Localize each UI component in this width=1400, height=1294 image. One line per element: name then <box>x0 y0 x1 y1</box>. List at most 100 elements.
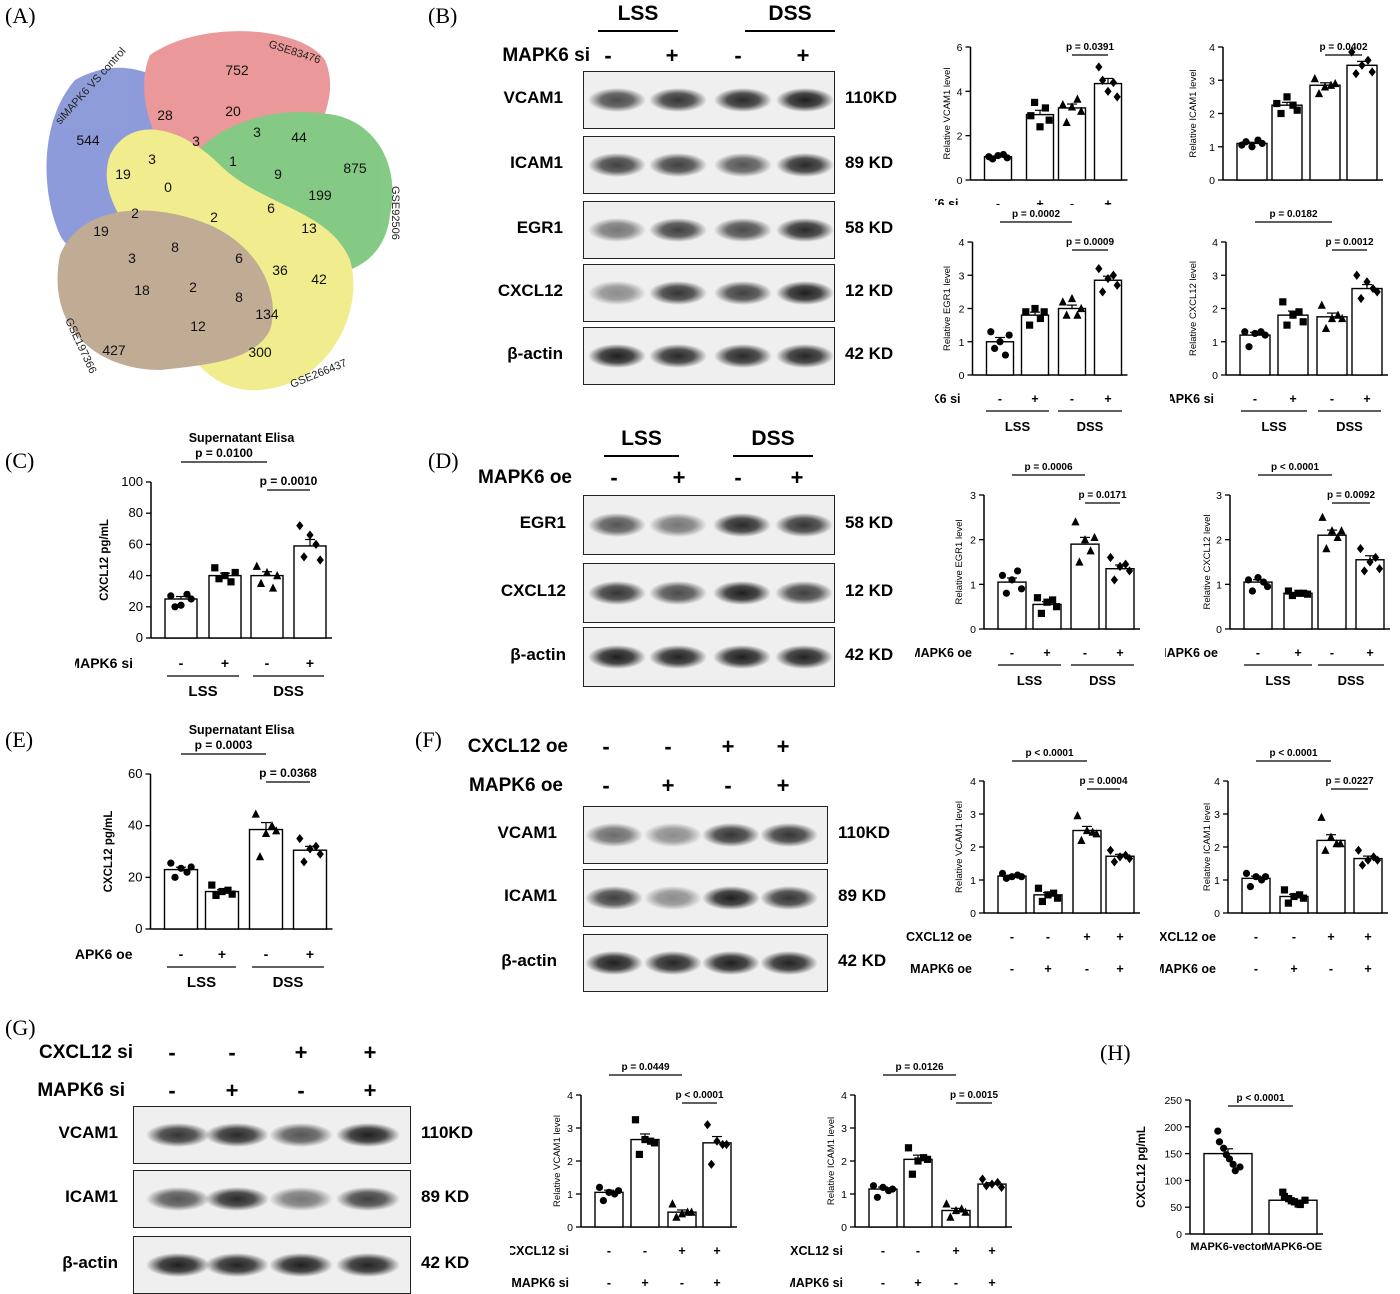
band-label: ICAM1 <box>65 1187 118 1206</box>
bar <box>250 574 284 639</box>
data-point <box>614 1187 623 1195</box>
condition-sign: - <box>881 1276 885 1290</box>
bar <box>594 1191 624 1228</box>
condition-sign: - <box>916 1244 920 1258</box>
chart-title: Supernatant Elisa <box>189 723 296 737</box>
blot-band-strip <box>583 563 835 623</box>
data-point <box>306 530 314 540</box>
venn-count: 8 <box>235 289 243 305</box>
chart-c-elisa: Supernatant Elisa 0 20 40 60 80 100 CXCL12 pg/m… <box>75 431 332 700</box>
data-point <box>1368 67 1376 77</box>
data-point <box>1248 143 1256 151</box>
data-point <box>267 821 277 830</box>
condition-sign: + <box>1031 392 1038 406</box>
data-point <box>296 833 304 844</box>
condition-sign: + <box>225 1078 239 1103</box>
data-point <box>1244 576 1253 584</box>
p-value-label: p = 0.0003 <box>195 738 253 752</box>
panel-label-f: (F) <box>415 727 442 752</box>
panel-label-g: (G) <box>5 1015 36 1040</box>
p-value-label: p = 0.0449 <box>621 1062 670 1073</box>
y-tick-label: 4 <box>1209 42 1215 54</box>
condition-label: MAPK6 si <box>511 1276 569 1290</box>
condition-sign: + <box>1290 962 1297 976</box>
condition-sign: + <box>1083 930 1090 944</box>
condition-label: MAPK6 oe <box>478 467 572 488</box>
data-point <box>1242 869 1251 877</box>
data-point <box>211 564 219 572</box>
y-axis-label: Relative VCAM1 level <box>552 1115 563 1207</box>
condition-sign: - <box>680 1276 684 1290</box>
molecular-weight-label: 42 KD <box>421 1253 470 1272</box>
y-tick-label: 0 <box>959 370 965 382</box>
group-label: DSS <box>1336 419 1363 434</box>
data-point <box>988 1179 996 1189</box>
p-value-label: p = 0.0368 <box>259 766 317 780</box>
data-point <box>687 1207 696 1216</box>
data-point <box>1034 884 1043 892</box>
panel-label-e: (E) <box>5 727 34 752</box>
data-point <box>296 521 304 531</box>
condition-sign: + <box>776 734 790 759</box>
data-point <box>1295 308 1303 316</box>
data-point <box>1229 1160 1237 1168</box>
condition-sign: + <box>721 734 735 759</box>
y-tick-label: 0 <box>970 908 976 920</box>
condition-sign: + <box>672 465 686 490</box>
condition-sign: - <box>1292 930 1296 944</box>
data-point <box>1113 280 1121 290</box>
venn-count: 3 <box>148 151 156 167</box>
data-point <box>1288 591 1296 600</box>
data-point <box>177 864 185 872</box>
data-point <box>942 1199 951 1208</box>
y-tick-label: 2 <box>1212 304 1218 316</box>
bar <box>903 1158 933 1228</box>
panel-label-b: (B) <box>428 3 458 28</box>
data-point <box>1214 1127 1222 1135</box>
data-point <box>1327 526 1337 535</box>
condition-sign: - <box>1046 930 1050 944</box>
p-value-label: p = 0.0012 <box>1325 237 1374 248</box>
condition-sign: - <box>643 1244 647 1258</box>
condition-sign: - <box>228 1040 236 1065</box>
condition-label: CXCL12 si <box>790 1244 843 1258</box>
y-tick-label: 0 <box>1176 1229 1182 1241</box>
group-label: LSS <box>1261 419 1287 434</box>
data-point <box>167 859 175 867</box>
venn-count: 6 <box>235 250 243 266</box>
data-point <box>713 1136 721 1146</box>
data-point <box>1036 123 1044 131</box>
y-tick-label: 4 <box>567 1090 573 1102</box>
data-point <box>1049 596 1057 604</box>
data-point <box>1058 297 1067 306</box>
blot-band-strip <box>583 264 835 322</box>
bar <box>1057 107 1087 181</box>
band-label: ICAM1 <box>510 153 563 172</box>
data-point <box>208 881 216 889</box>
venn-count: 2 <box>131 205 139 221</box>
data-point <box>605 1188 613 1196</box>
y-axis-label: Relative EGR1 level <box>954 519 965 604</box>
condition-sign: - <box>1254 962 1258 976</box>
condition-sign: - <box>610 465 618 490</box>
venn-set-gse197366 <box>57 210 273 370</box>
data-point <box>1113 92 1121 102</box>
data-point <box>1001 351 1009 359</box>
condition-sign: - <box>1010 930 1014 944</box>
condition-sign: - <box>264 946 269 962</box>
y-tick-label: 3 <box>1214 809 1220 821</box>
data-point <box>1075 557 1084 566</box>
chart-f-vcam1: 0 1 2 3 4 Relative VCAM1 level p < 0.0001 p = 0… <box>906 748 1140 976</box>
molecular-weight-label: 110KD <box>838 823 890 842</box>
data-point <box>1073 94 1082 103</box>
y-tick-label: 1 <box>567 1189 573 1201</box>
venn-count: 42 <box>311 271 327 287</box>
condition-sign: + <box>661 773 675 798</box>
data-point <box>1254 574 1262 582</box>
data-point <box>869 1182 878 1190</box>
blot-band-strip <box>583 327 835 385</box>
condition-sign: + <box>306 655 314 671</box>
condition-sign: - <box>734 43 742 68</box>
data-point <box>1099 287 1107 297</box>
condition-label: CXCL12 oe <box>906 930 972 944</box>
